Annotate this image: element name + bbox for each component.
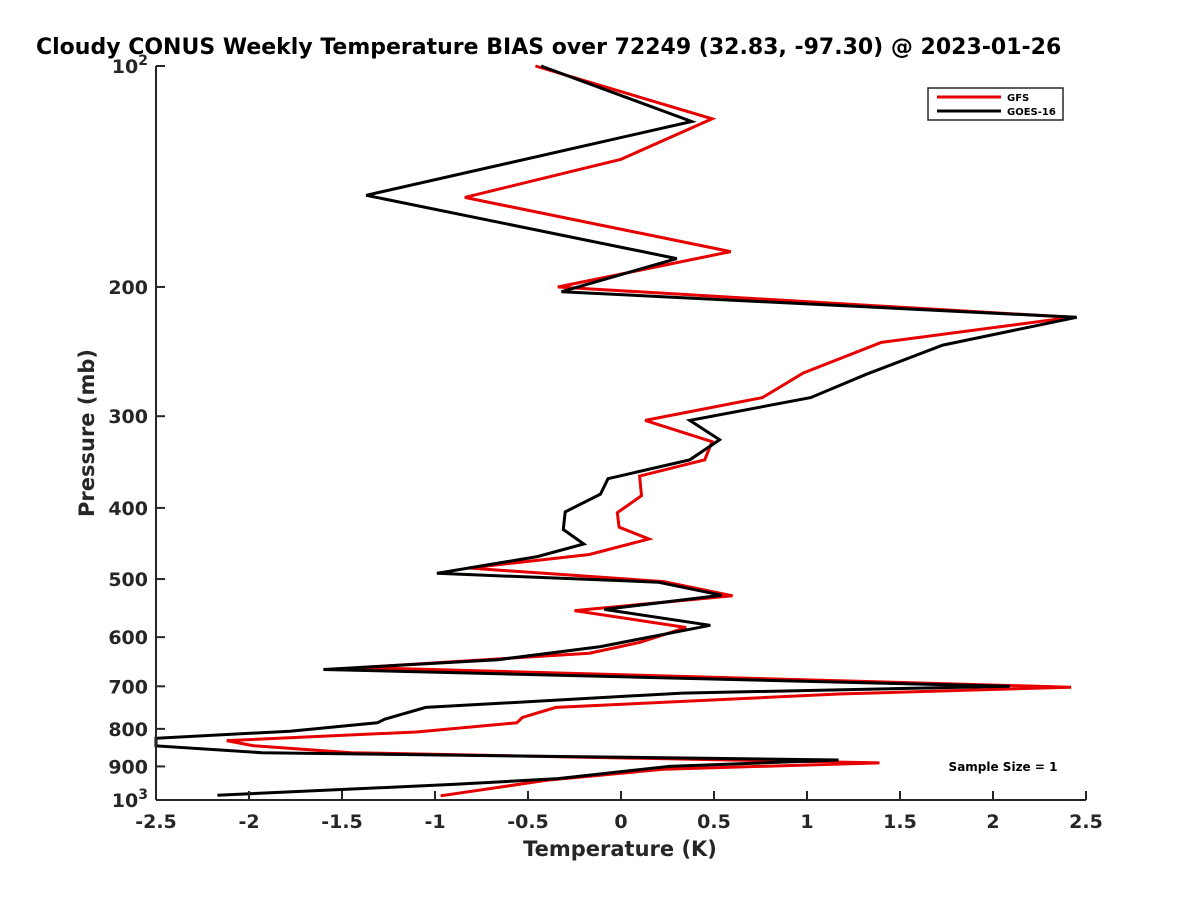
legend-label-goes-16: GOES-16 — [1007, 107, 1056, 118]
chart-title: Cloudy CONUS Weekly Temperature BIAS ove… — [36, 35, 1061, 60]
y-tick-label: 103 — [112, 787, 148, 812]
y-tick-label: 400 — [108, 498, 148, 520]
x-tick-label: 0.5 — [697, 811, 731, 833]
y-tick-label: 700 — [108, 676, 148, 698]
y-tick-label: 600 — [108, 627, 148, 649]
legend-label-gfs: GFS — [1007, 93, 1029, 104]
y-tick-label: 300 — [108, 406, 148, 428]
axes-layer: -2.5 -2 -1.5 -1 -0.5 0 0.5 1 1.5 2 2.5 102 200 300 400… — [108, 53, 1103, 833]
x-tick-label: 2.5 — [1069, 811, 1103, 833]
x-axis-label: Temperature (K) — [523, 837, 717, 861]
y-tick-label: 200 — [108, 277, 148, 299]
x-tick-label: 0 — [614, 811, 627, 833]
legend: GFS GOES-16 — [927, 87, 1064, 121]
x-tick-label: 1.5 — [883, 811, 917, 833]
legend-box — [927, 87, 1064, 121]
x-tick-label: -2.5 — [135, 811, 177, 833]
x-tick-label: -2 — [238, 811, 259, 833]
y-axis-label: Pressure (mb) — [75, 349, 99, 517]
x-tick-label: -0.5 — [507, 811, 549, 833]
y-tick-label: 800 — [108, 719, 148, 741]
x-tick-label: -1 — [424, 811, 445, 833]
y-tick-label: 500 — [108, 569, 148, 591]
x-tick-label: 1 — [800, 811, 813, 833]
x-tick-label: 2 — [986, 811, 999, 833]
sample-size-annotation: Sample Size = 1 — [949, 760, 1058, 774]
x-tick-label: -1.5 — [321, 811, 363, 833]
y-tick-label: 102 — [112, 53, 148, 78]
y-tick-label: 900 — [108, 756, 148, 778]
series-line-gfs — [226, 64, 1072, 798]
